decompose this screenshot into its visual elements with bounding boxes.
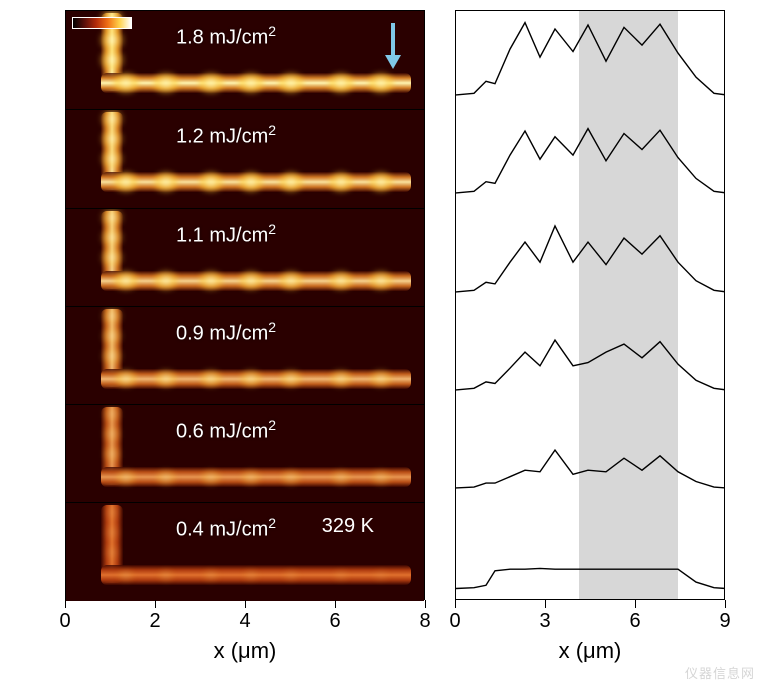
- heatmap-stack: 1.8 mJ/cm2 1.2 mJ/cm2 1.1 mJ/cm2 0.9 mJ/cm…: [65, 10, 425, 600]
- tick-label: 2: [149, 610, 160, 633]
- temperature-label: 329 K: [322, 515, 374, 538]
- tick: [425, 600, 426, 608]
- x-axis-right: x (μm) 0369: [455, 600, 725, 660]
- heatmap-panel: 1.2 mJ/cm2: [66, 109, 424, 207]
- wire-horizontal: [101, 565, 411, 585]
- tick-label: 9: [719, 610, 730, 633]
- xlabel-left: x (μm): [214, 638, 277, 664]
- tick: [245, 600, 246, 608]
- fluence-label: 0.9 mJ/cm2: [176, 319, 276, 346]
- wire-horizontal: [101, 369, 411, 389]
- profile-line: [456, 208, 724, 306]
- heatmap-panel: 1.8 mJ/cm2: [66, 11, 424, 109]
- tick-label: 0: [59, 610, 70, 633]
- wire-horizontal: [101, 73, 411, 93]
- tick-label: 6: [329, 610, 340, 633]
- heatmap-panel: 0.4 mJ/cm2 329 K: [66, 502, 424, 600]
- profile-line: [456, 404, 724, 502]
- tick-label: 3: [539, 610, 550, 633]
- tick-label: 8: [419, 610, 430, 633]
- wire-horizontal: [101, 271, 411, 291]
- fluence-label: 1.1 mJ/cm2: [176, 221, 276, 248]
- tick-label: 6: [629, 610, 640, 633]
- profile-stack: [455, 10, 725, 600]
- tick-label: 4: [239, 610, 250, 633]
- fluence-label: 1.2 mJ/cm2: [176, 122, 276, 149]
- x-axis-left: x (μm) 02468: [65, 600, 425, 660]
- figure: Mid-IR near-field images Line profiles o…: [0, 5, 770, 690]
- tick: [155, 600, 156, 608]
- profile-line: [456, 11, 724, 109]
- tick-label: 0: [449, 610, 460, 633]
- xlabel-right: x (μm): [559, 638, 622, 664]
- fluence-label: 0.4 mJ/cm2: [176, 515, 276, 542]
- wire-horizontal: [101, 467, 411, 487]
- profile-line: [456, 306, 724, 404]
- tick: [455, 600, 456, 608]
- fluence-label: 1.8 mJ/cm2: [176, 23, 276, 50]
- heatmap-panel: 1.1 mJ/cm2: [66, 208, 424, 306]
- profile-line: [456, 109, 724, 207]
- tick: [725, 600, 726, 608]
- tick: [545, 600, 546, 608]
- profile-line: [456, 503, 724, 601]
- tick: [635, 600, 636, 608]
- fluence-label: 0.6 mJ/cm2: [176, 417, 276, 444]
- heatmap-panel: 0.9 mJ/cm2: [66, 306, 424, 404]
- arrow-down-icon: [382, 21, 404, 76]
- tick: [335, 600, 336, 608]
- wire-horizontal: [101, 172, 411, 192]
- colorbar: [72, 17, 132, 29]
- watermark: 仪器信息网: [685, 663, 755, 682]
- heatmap-panel: 0.6 mJ/cm2: [66, 404, 424, 502]
- tick: [65, 600, 66, 608]
